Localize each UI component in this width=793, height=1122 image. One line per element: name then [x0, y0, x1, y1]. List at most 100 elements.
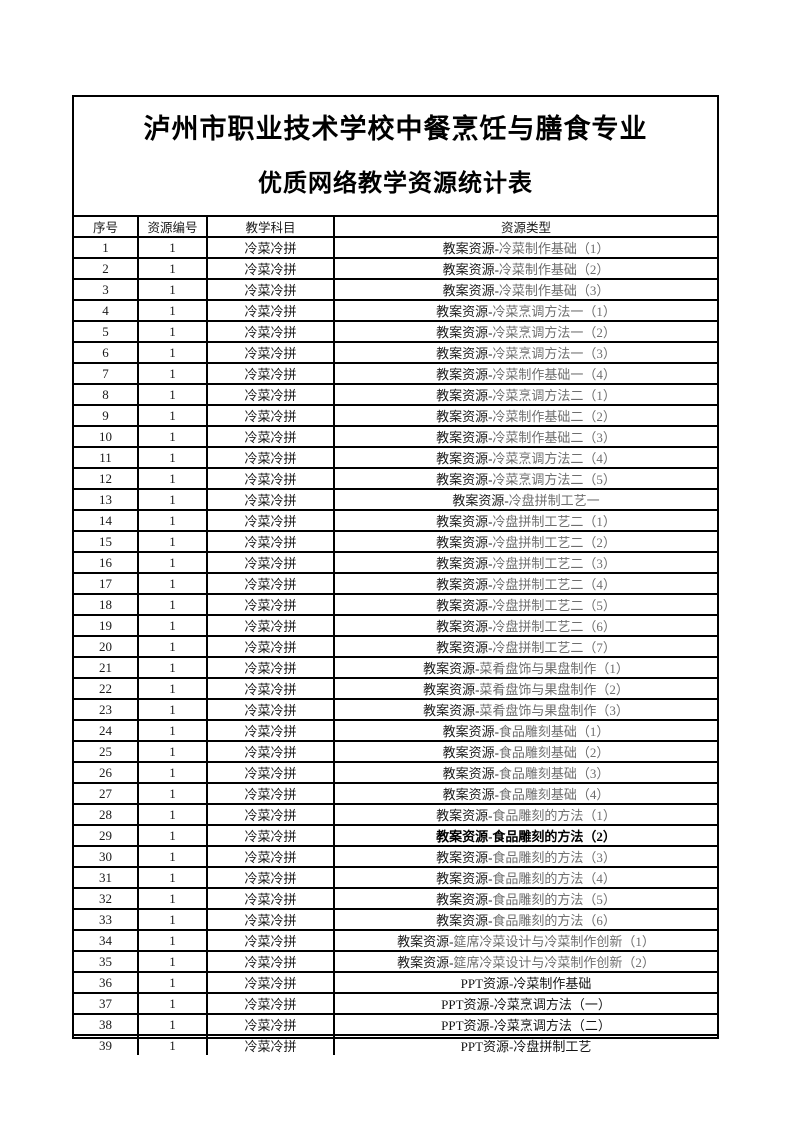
- resource-code-cell: 1: [137, 509, 208, 532]
- table-row: 39 1 冷菜冷拼 PPT资源-冷盘拼制工艺: [74, 1034, 717, 1055]
- subject-cell: 冷菜冷拼: [206, 950, 335, 973]
- resource-code-cell: 1: [137, 341, 208, 364]
- subject-cell: 冷菜冷拼: [206, 719, 335, 742]
- table-row: 3 1 冷菜冷拼 教案资源-冷菜制作基础（3）: [74, 278, 717, 301]
- resource-type-suffix: 冷菜烹调方法一（1）: [492, 304, 616, 319]
- resource-type-cell: 教案资源-冷盘拼制工艺二（4）: [333, 572, 717, 595]
- resource-type-suffix: 筵席冷菜设计与冷菜制作创新（1）: [453, 934, 655, 949]
- resource-type-cell: 教案资源-冷菜烹调方法二（5）: [333, 467, 717, 490]
- row-index-cell: 1: [74, 236, 139, 259]
- table-row: 15 1 冷菜冷拼 教案资源-冷盘拼制工艺二（2）: [74, 530, 717, 553]
- resource-type-cell: 教案资源-菜肴盘饰与果盘制作（3）: [333, 698, 717, 721]
- resource-code-cell: 1: [137, 446, 208, 469]
- resource-type-prefix: 教案资源-: [436, 808, 493, 823]
- resource-code-cell: 1: [137, 950, 208, 973]
- resource-type-cell: 教案资源-冷菜烹调方法一（1）: [333, 299, 717, 322]
- row-index-cell: 13: [74, 488, 139, 511]
- row-index-cell: 12: [74, 467, 139, 490]
- subject-cell: 冷菜冷拼: [206, 509, 335, 532]
- resource-code-cell: 1: [137, 320, 208, 343]
- table-row: 28 1 冷菜冷拼 教案资源-食品雕刻的方法（1）: [74, 803, 717, 826]
- header-cell-code: 资源编号: [137, 215, 208, 238]
- resource-code-cell: 1: [137, 551, 208, 574]
- resource-code-cell: 1: [137, 698, 208, 721]
- resource-type-cell: 教案资源-菜肴盘饰与果盘制作（2）: [333, 677, 717, 700]
- row-index-cell: 30: [74, 845, 139, 868]
- table-row: 7 1 冷菜冷拼 教案资源-冷菜制作基础一（4）: [74, 362, 717, 385]
- resource-type-cell: 教案资源-食品雕刻的方法（1）: [333, 803, 717, 826]
- resource-type-suffix: 菜肴盘饰与果盘制作（2）: [479, 682, 629, 697]
- page-subtitle: 优质网络教学资源统计表: [258, 170, 533, 198]
- table-row: 29 1 冷菜冷拼 教案资源-食品雕刻的方法（2）: [74, 824, 717, 847]
- resource-type-suffix: 冷菜制作基础: [513, 976, 592, 991]
- row-index-cell: 18: [74, 593, 139, 616]
- resource-code-cell: 1: [137, 845, 208, 868]
- resource-type-cell: PPT资源-冷菜烹调方法（一）: [333, 992, 717, 1015]
- table-row: 31 1 冷菜冷拼 教案资源-食品雕刻的方法（4）: [74, 866, 717, 889]
- table-row: 16 1 冷菜冷拼 教案资源-冷盘拼制工艺二（3）: [74, 551, 717, 574]
- resource-code-cell: 1: [137, 1034, 208, 1055]
- resource-code-cell: 1: [137, 572, 208, 595]
- table-row: 22 1 冷菜冷拼 教案资源-菜肴盘饰与果盘制作（2）: [74, 677, 717, 700]
- table-row: 36 1 冷菜冷拼 PPT资源-冷菜制作基础: [74, 971, 717, 994]
- resource-code-cell: 1: [137, 740, 208, 763]
- resource-code-cell: 1: [137, 992, 208, 1015]
- resource-type-cell: PPT资源-冷菜制作基础: [333, 971, 717, 994]
- resource-type-cell: PPT资源-冷盘拼制工艺: [333, 1034, 717, 1055]
- resource-type-suffix: 食品雕刻的方法（1）: [492, 808, 616, 823]
- resource-type-suffix: 冷盘拼制工艺二（7）: [492, 640, 616, 655]
- resource-type-suffix: 冷菜制作基础一（4）: [492, 367, 616, 382]
- table-row: 27 1 冷菜冷拼 教案资源-食品雕刻基础（4）: [74, 782, 717, 805]
- resource-type-prefix: 教案资源-: [436, 388, 493, 403]
- resource-type-prefix: 教案资源-: [442, 241, 499, 256]
- subject-cell: 冷菜冷拼: [206, 1013, 335, 1036]
- header-cell-type: 资源类型: [333, 215, 717, 238]
- resource-code-cell: 1: [137, 635, 208, 658]
- resource-code-cell: 1: [137, 257, 208, 280]
- table-row: 8 1 冷菜冷拼 教案资源-冷菜烹调方法二（1）: [74, 383, 717, 406]
- subject-cell: 冷菜冷拼: [206, 761, 335, 784]
- resource-type-prefix: 教案资源-: [436, 451, 493, 466]
- resource-type-cell: 教案资源-食品雕刻的方法（6）: [333, 908, 717, 931]
- table-row: 24 1 冷菜冷拼 教案资源-食品雕刻基础（1）: [74, 719, 717, 742]
- subject-cell: 冷菜冷拼: [206, 698, 335, 721]
- resource-type-suffix: 食品雕刻的方法（5）: [492, 892, 616, 907]
- resource-type-prefix: PPT资源-: [441, 997, 494, 1012]
- table-row: 20 1 冷菜冷拼 教案资源-冷盘拼制工艺二（7）: [74, 635, 717, 658]
- resource-type-cell: 教案资源-冷菜制作基础一（4）: [333, 362, 717, 385]
- table-row: 35 1 冷菜冷拼 教案资源-筵席冷菜设计与冷菜制作创新（2）: [74, 950, 717, 973]
- resource-type-prefix: 教案资源-: [442, 766, 499, 781]
- resource-type-cell: 教案资源-食品雕刻的方法（2）: [333, 824, 717, 847]
- row-index-cell: 19: [74, 614, 139, 637]
- row-index-cell: 26: [74, 761, 139, 784]
- resource-type-suffix: 冷菜烹调方法二（5）: [492, 472, 616, 487]
- resource-type-cell: 教案资源-食品雕刻的方法（5）: [333, 887, 717, 910]
- resource-type-suffix: 冷盘拼制工艺二（1）: [492, 514, 616, 529]
- table-row: 6 1 冷菜冷拼 教案资源-冷菜烹调方法一（3）: [74, 341, 717, 364]
- resource-type-suffix: 冷盘拼制工艺二（2）: [492, 535, 616, 550]
- resource-type-suffix: 菜肴盘饰与果盘制作（3）: [479, 703, 629, 718]
- resource-type-prefix: 教案资源-: [442, 724, 499, 739]
- table-row: 26 1 冷菜冷拼 教案资源-食品雕刻基础（3）: [74, 761, 717, 784]
- resource-type-prefix: 教案资源-: [436, 892, 493, 907]
- resource-code-cell: 1: [137, 761, 208, 784]
- table-row: 18 1 冷菜冷拼 教案资源-冷盘拼制工艺二（5）: [74, 593, 717, 616]
- resource-type-cell: 教案资源-食品雕刻的方法（4）: [333, 866, 717, 889]
- resource-type-cell: 教案资源-冷菜制作基础（2）: [333, 257, 717, 280]
- resource-code-cell: 1: [137, 803, 208, 826]
- table-row: 1 1 冷菜冷拼 教案资源-冷菜制作基础（1）: [74, 236, 717, 259]
- resource-type-suffix: 冷菜烹调方法一（2）: [492, 325, 616, 340]
- subject-cell: 冷菜冷拼: [206, 845, 335, 868]
- row-index-cell: 8: [74, 383, 139, 406]
- page-title: 泸州市职业技术学校中餐烹饪与膳食专业: [143, 114, 648, 144]
- resource-type-cell: 教案资源-筵席冷菜设计与冷菜制作创新（2）: [333, 950, 717, 973]
- subject-cell: 冷菜冷拼: [206, 299, 335, 322]
- resource-type-prefix: 教案资源-: [442, 787, 499, 802]
- row-index-cell: 10: [74, 425, 139, 448]
- resource-code-cell: 1: [137, 467, 208, 490]
- resource-type-prefix: 教案资源-: [442, 283, 499, 298]
- resource-type-cell: 教案资源-食品雕刻的方法（3）: [333, 845, 717, 868]
- resource-code-cell: 1: [137, 530, 208, 553]
- row-index-cell: 17: [74, 572, 139, 595]
- table-row: 33 1 冷菜冷拼 教案资源-食品雕刻的方法（6）: [74, 908, 717, 931]
